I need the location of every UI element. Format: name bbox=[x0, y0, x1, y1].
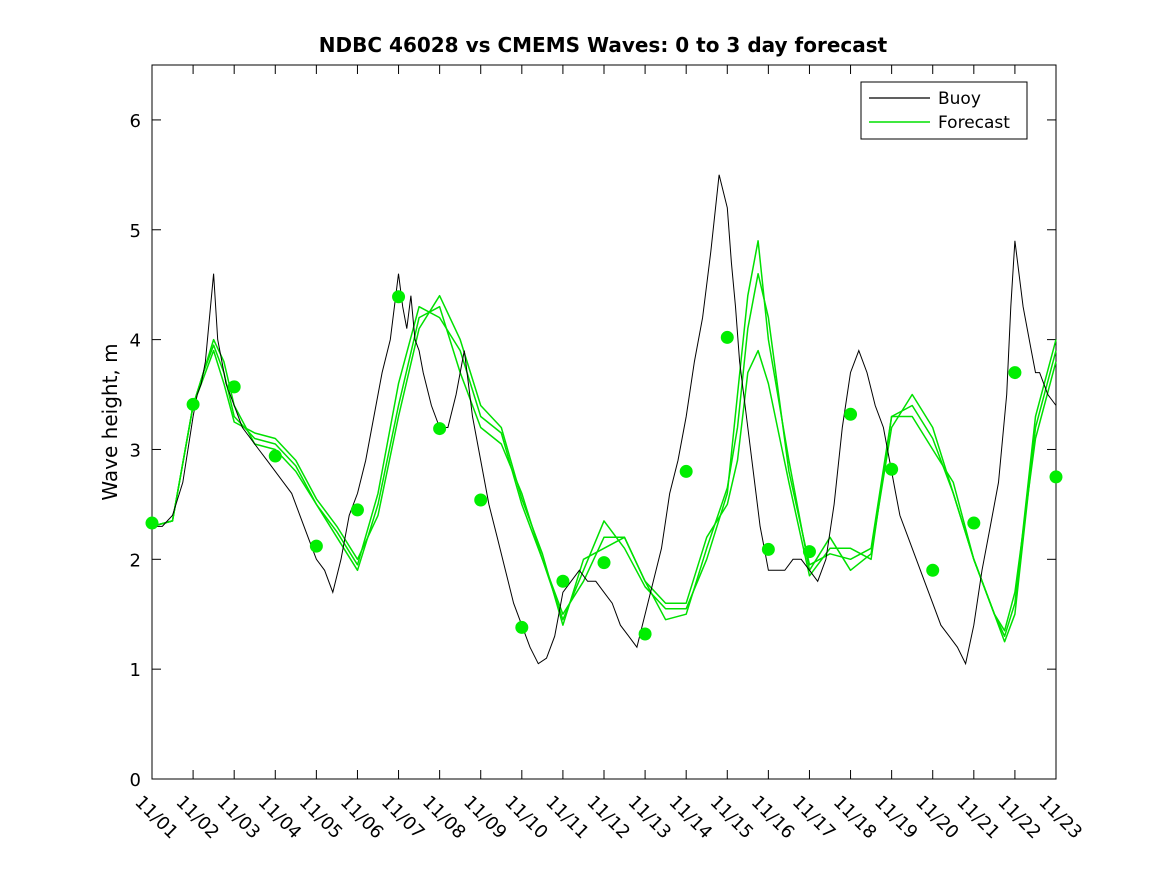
x-tick-label: 11/19 bbox=[870, 792, 922, 844]
x-tick-label: 11/22 bbox=[993, 792, 1045, 844]
forecast-marker bbox=[268, 449, 282, 463]
x-tick-label: 11/10 bbox=[500, 792, 552, 844]
y-tick-label: 1 bbox=[130, 660, 141, 681]
forecast-marker bbox=[392, 290, 406, 304]
plot-frame bbox=[151, 64, 1057, 780]
chart-title: NDBC 46028 vs CMEMS Waves: 0 to 3 day fo… bbox=[319, 33, 888, 57]
y-tick-label: 6 bbox=[130, 111, 141, 132]
forecast-marker bbox=[433, 422, 447, 436]
x-tick-label: 11/04 bbox=[254, 792, 306, 844]
forecast-series-line-3 bbox=[151, 294, 1057, 632]
x-tick-label: 11/02 bbox=[172, 792, 224, 844]
x-tick-label: 11/23 bbox=[1034, 792, 1086, 844]
forecast-marker bbox=[1008, 366, 1022, 380]
legend-label-buoy: Buoy bbox=[938, 89, 981, 109]
x-tick-label: 11/07 bbox=[377, 792, 429, 844]
x-tick-label: 11/08 bbox=[418, 792, 470, 844]
forecast-marker bbox=[967, 516, 981, 530]
forecast-marker bbox=[679, 464, 693, 478]
legend-label-forecast: Forecast bbox=[938, 113, 1010, 133]
forecast-marker bbox=[474, 493, 488, 507]
x-tick-label: 11/11 bbox=[541, 792, 593, 844]
y-tick-label: 2 bbox=[130, 550, 141, 571]
y-axis-label: Wave height, m bbox=[98, 343, 122, 500]
x-tick-label: 11/05 bbox=[295, 792, 347, 844]
x-tick-label: 11/01 bbox=[130, 792, 182, 844]
y-tick-label: 5 bbox=[130, 221, 141, 242]
forecast-marker bbox=[720, 330, 734, 344]
forecast-marker bbox=[597, 556, 611, 570]
forecast-marker bbox=[638, 627, 652, 641]
x-tick-label: 11/12 bbox=[582, 792, 634, 844]
legend-box bbox=[860, 81, 1028, 140]
x-tick-label: 11/09 bbox=[459, 792, 511, 844]
x-tick-label: 11/20 bbox=[911, 792, 963, 844]
y-tick-label: 3 bbox=[130, 440, 141, 461]
forecast-marker bbox=[761, 542, 775, 556]
forecast-series-line-2 bbox=[151, 240, 1057, 637]
y-axis: 0 1 2 3 4 5 6 bbox=[130, 111, 1056, 791]
x-tick-label: 11/03 bbox=[213, 792, 265, 844]
forecast-marker bbox=[186, 397, 200, 411]
forecast-marker bbox=[1049, 470, 1063, 484]
buoy-series-line bbox=[152, 174, 1057, 666]
forecast-markers bbox=[145, 290, 1063, 641]
forecast-marker bbox=[844, 407, 858, 421]
x-tick-label: 11/15 bbox=[706, 792, 758, 844]
forecast-marker bbox=[350, 503, 364, 517]
x-tick-label: 11/06 bbox=[336, 792, 388, 844]
x-tick-label: 11/18 bbox=[829, 792, 881, 844]
y-tick-label: 4 bbox=[130, 331, 141, 352]
x-tick-label: 11/16 bbox=[747, 792, 799, 844]
forecast-marker bbox=[556, 574, 570, 588]
x-tick-label: 11/17 bbox=[788, 792, 840, 844]
forecast-marker bbox=[227, 380, 241, 394]
legend: Buoy Forecast bbox=[860, 81, 1028, 140]
x-tick-label: 11/21 bbox=[952, 792, 1004, 844]
forecast-marker bbox=[145, 516, 159, 530]
y-tick-label: 0 bbox=[130, 770, 141, 791]
forecast-marker bbox=[515, 620, 529, 634]
x-tick-label: 11/13 bbox=[624, 792, 676, 844]
forecast-marker bbox=[802, 545, 816, 559]
x-tick-label: 11/14 bbox=[665, 792, 717, 844]
forecast-marker bbox=[926, 563, 940, 577]
forecast-marker bbox=[309, 539, 323, 553]
forecast-marker bbox=[885, 462, 899, 476]
